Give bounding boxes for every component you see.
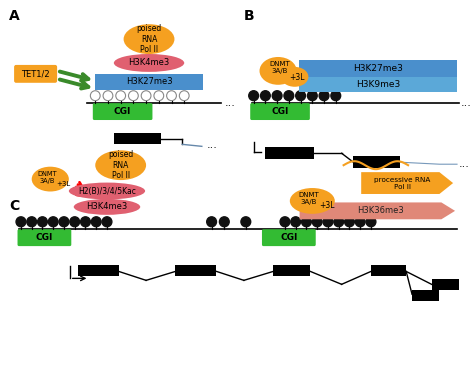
Text: H3K4me3: H3K4me3: [86, 202, 128, 211]
Circle shape: [319, 91, 329, 101]
Ellipse shape: [69, 182, 145, 199]
Bar: [78, 265, 118, 276]
Text: H2(B)/3/4/5Kac: H2(B)/3/4/5Kac: [78, 187, 136, 195]
Circle shape: [284, 91, 294, 101]
Text: A: A: [9, 9, 20, 23]
Circle shape: [116, 91, 126, 101]
Text: H3K9me3: H3K9me3: [356, 80, 400, 89]
Text: H3K4me3: H3K4me3: [128, 58, 170, 68]
Circle shape: [331, 91, 341, 101]
FancyBboxPatch shape: [250, 103, 310, 120]
Text: TET1/2: TET1/2: [21, 70, 50, 78]
Bar: [412, 290, 439, 301]
Text: +3L: +3L: [289, 73, 304, 82]
Text: poised
RNA
Pol II: poised RNA Pol II: [137, 24, 162, 54]
Circle shape: [37, 217, 47, 227]
Text: C: C: [9, 199, 19, 213]
Circle shape: [312, 217, 322, 227]
Circle shape: [27, 217, 36, 227]
Ellipse shape: [74, 199, 140, 215]
Circle shape: [59, 217, 69, 227]
Circle shape: [16, 217, 26, 227]
Text: DNMT
3A/B: DNMT 3A/B: [298, 192, 319, 205]
Text: processive RNA
Pol II: processive RNA Pol II: [374, 177, 430, 190]
Circle shape: [272, 91, 282, 101]
Text: H3K36me3: H3K36me3: [357, 206, 404, 215]
FancyBboxPatch shape: [93, 103, 153, 120]
Ellipse shape: [114, 54, 184, 72]
Text: ...: ...: [461, 98, 472, 108]
Circle shape: [48, 217, 58, 227]
Circle shape: [91, 91, 100, 101]
Circle shape: [241, 217, 251, 227]
Circle shape: [301, 217, 311, 227]
Bar: [114, 133, 161, 144]
Circle shape: [291, 217, 301, 227]
Circle shape: [103, 91, 113, 101]
Bar: [432, 280, 459, 290]
Text: DNMT
3A/B: DNMT 3A/B: [270, 61, 291, 74]
Ellipse shape: [290, 188, 335, 214]
Circle shape: [249, 91, 258, 101]
FancyArrow shape: [300, 202, 455, 219]
Ellipse shape: [32, 167, 69, 192]
Text: CGI: CGI: [36, 233, 53, 242]
Text: +3L: +3L: [56, 181, 70, 187]
Circle shape: [280, 217, 290, 227]
Circle shape: [207, 217, 217, 227]
Text: DNMT
3A/B: DNMT 3A/B: [37, 170, 57, 184]
Text: poised
RNA
Pol II: poised RNA Pol II: [108, 150, 133, 180]
FancyBboxPatch shape: [262, 229, 316, 246]
Circle shape: [154, 91, 164, 101]
Bar: [299, 77, 457, 92]
Bar: [273, 265, 310, 276]
Text: ...: ...: [459, 159, 470, 169]
Text: CGI: CGI: [114, 107, 131, 116]
Circle shape: [81, 217, 91, 227]
Text: +3L: +3L: [319, 201, 335, 210]
Bar: [175, 265, 217, 276]
Circle shape: [323, 217, 333, 227]
Circle shape: [308, 91, 317, 101]
Ellipse shape: [124, 24, 174, 54]
Text: CGI: CGI: [280, 233, 298, 242]
Circle shape: [334, 217, 344, 227]
Circle shape: [70, 217, 80, 227]
Bar: [371, 265, 406, 276]
Circle shape: [167, 91, 176, 101]
Bar: [299, 60, 457, 77]
Bar: [265, 147, 314, 159]
Circle shape: [141, 91, 151, 101]
Circle shape: [345, 217, 355, 227]
Text: B: B: [244, 9, 255, 23]
Circle shape: [128, 91, 138, 101]
Ellipse shape: [95, 150, 146, 180]
Circle shape: [219, 217, 229, 227]
Ellipse shape: [281, 67, 309, 87]
Circle shape: [91, 217, 101, 227]
FancyBboxPatch shape: [14, 65, 57, 83]
Text: CGI: CGI: [271, 107, 289, 116]
Text: ...: ...: [207, 140, 218, 151]
Circle shape: [296, 91, 305, 101]
Bar: [354, 156, 401, 168]
Text: H3K27me3: H3K27me3: [353, 65, 403, 73]
Circle shape: [261, 91, 270, 101]
Ellipse shape: [259, 57, 297, 85]
FancyBboxPatch shape: [18, 229, 71, 246]
Circle shape: [356, 217, 365, 227]
Circle shape: [179, 91, 189, 101]
Circle shape: [366, 217, 376, 227]
FancyArrow shape: [361, 172, 453, 194]
Text: ...: ...: [224, 98, 235, 108]
Text: H3K27me3: H3K27me3: [126, 77, 173, 86]
Bar: [95, 74, 203, 90]
Circle shape: [102, 217, 112, 227]
